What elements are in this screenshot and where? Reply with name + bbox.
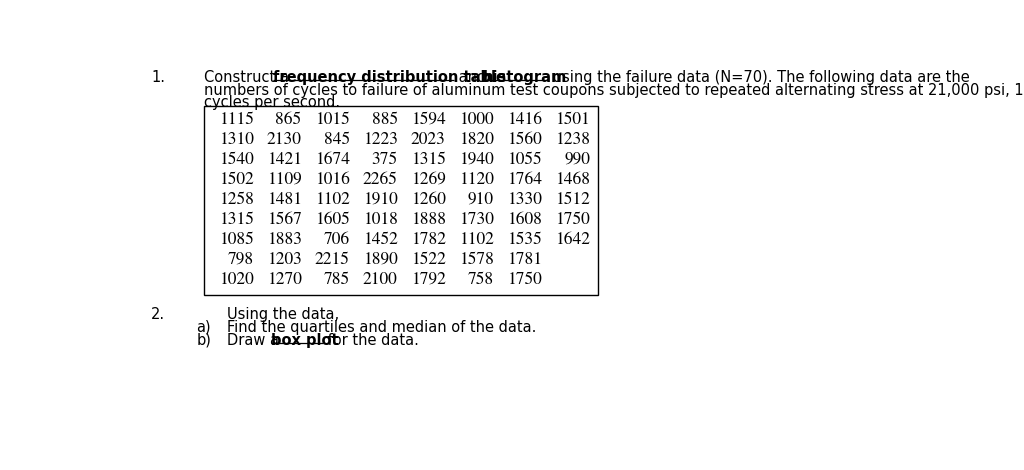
Text: 1.: 1. <box>152 70 165 85</box>
Text: cycles per second.: cycles per second. <box>204 95 340 110</box>
Text: using the failure data (N=70). The following data are the: using the failure data (N=70). The follo… <box>548 70 970 85</box>
Text: 1330: 1330 <box>507 192 542 208</box>
Text: 1888: 1888 <box>411 212 445 228</box>
Text: 1890: 1890 <box>362 252 397 268</box>
Text: 1608: 1608 <box>507 212 542 228</box>
Text: 1015: 1015 <box>315 112 349 128</box>
Text: Construct a: Construct a <box>204 70 294 85</box>
Text: 2100: 2100 <box>362 272 397 288</box>
Text: b): b) <box>197 333 211 348</box>
Text: 1792: 1792 <box>411 272 445 288</box>
Text: 1102: 1102 <box>459 232 494 248</box>
Text: 1016: 1016 <box>314 172 349 188</box>
Text: 1730: 1730 <box>459 212 494 228</box>
Text: Using the data,: Using the data, <box>227 306 339 321</box>
Text: 1269: 1269 <box>411 172 445 188</box>
Text: 2023: 2023 <box>411 132 445 148</box>
Text: 1102: 1102 <box>314 192 349 208</box>
Text: 1883: 1883 <box>266 232 302 248</box>
Text: 1481: 1481 <box>266 192 302 208</box>
Text: 1109: 1109 <box>267 172 302 188</box>
Text: 1560: 1560 <box>507 132 542 148</box>
Text: 1522: 1522 <box>411 252 445 268</box>
Text: 1416: 1416 <box>507 112 542 128</box>
Text: numbers of cycles to failure of aluminum test coupons subjected to repeated alte: numbers of cycles to failure of aluminum… <box>204 83 1024 98</box>
Text: 865: 865 <box>275 112 302 128</box>
Text: 1203: 1203 <box>266 252 302 268</box>
Text: frequency distribution table: frequency distribution table <box>273 70 506 85</box>
Text: 1238: 1238 <box>555 132 590 148</box>
Text: 1750: 1750 <box>555 212 590 228</box>
Text: 1020: 1020 <box>219 272 254 288</box>
Bar <box>204 106 598 295</box>
Text: 1512: 1512 <box>555 192 590 208</box>
Text: 1315: 1315 <box>219 212 254 228</box>
Text: 1910: 1910 <box>362 192 397 208</box>
Text: 1258: 1258 <box>219 192 254 208</box>
Text: 1055: 1055 <box>507 152 542 168</box>
Text: 2265: 2265 <box>362 172 397 188</box>
Text: 1567: 1567 <box>266 212 302 228</box>
Text: Find the quartiles and median of the data.: Find the quartiles and median of the dat… <box>227 320 537 335</box>
Text: 1468: 1468 <box>555 172 590 188</box>
Text: 1540: 1540 <box>219 152 254 168</box>
Text: 1535: 1535 <box>507 232 542 248</box>
Text: 1750: 1750 <box>507 272 542 288</box>
Text: 990: 990 <box>564 152 590 168</box>
Text: 1501: 1501 <box>555 112 590 128</box>
Text: 1674: 1674 <box>314 152 349 168</box>
Text: 1115: 1115 <box>219 112 254 128</box>
Text: 1578: 1578 <box>459 252 494 268</box>
Text: 758: 758 <box>468 272 494 288</box>
Text: 1605: 1605 <box>315 212 349 228</box>
Text: 706: 706 <box>324 232 349 248</box>
Text: 785: 785 <box>324 272 349 288</box>
Text: 1018: 1018 <box>362 212 397 228</box>
Text: 1781: 1781 <box>507 252 542 268</box>
Text: 1940: 1940 <box>459 152 494 168</box>
Text: 375: 375 <box>372 152 397 168</box>
Text: 1085: 1085 <box>219 232 254 248</box>
Text: box plot: box plot <box>271 333 339 348</box>
Text: 1000: 1000 <box>459 112 494 128</box>
Text: for the data.: for the data. <box>324 333 420 348</box>
Text: 845: 845 <box>324 132 349 148</box>
Text: 910: 910 <box>468 192 494 208</box>
Text: 1782: 1782 <box>411 232 445 248</box>
Text: 1260: 1260 <box>411 192 445 208</box>
Text: 1421: 1421 <box>266 152 302 168</box>
Text: histogram: histogram <box>482 70 566 85</box>
Text: 1820: 1820 <box>459 132 494 148</box>
Text: 2215: 2215 <box>314 252 349 268</box>
Text: 885: 885 <box>372 112 397 128</box>
Text: 1310: 1310 <box>219 132 254 148</box>
Text: and: and <box>454 70 490 85</box>
Text: 1594: 1594 <box>411 112 445 128</box>
Text: a): a) <box>197 320 211 335</box>
Text: 1315: 1315 <box>411 152 445 168</box>
Text: 2.: 2. <box>152 306 165 321</box>
Text: 1764: 1764 <box>507 172 542 188</box>
Text: 1452: 1452 <box>362 232 397 248</box>
Text: 1502: 1502 <box>219 172 254 188</box>
Text: 1223: 1223 <box>362 132 397 148</box>
Text: 1120: 1120 <box>459 172 494 188</box>
Text: 1642: 1642 <box>555 232 590 248</box>
Text: 2130: 2130 <box>266 132 302 148</box>
Text: 798: 798 <box>227 252 254 268</box>
Text: Draw a: Draw a <box>227 333 284 348</box>
Text: 1270: 1270 <box>266 272 302 288</box>
